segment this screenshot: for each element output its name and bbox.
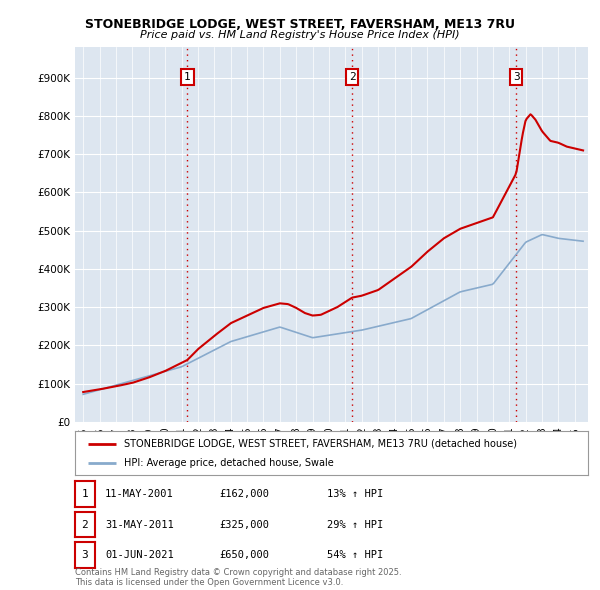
Text: 01-JUN-2021: 01-JUN-2021 (105, 550, 174, 560)
Text: 1: 1 (82, 489, 88, 499)
Text: 2: 2 (82, 520, 88, 529)
Text: 3: 3 (513, 72, 520, 82)
Text: £162,000: £162,000 (219, 489, 269, 499)
Text: 13% ↑ HPI: 13% ↑ HPI (327, 489, 383, 499)
Text: 2: 2 (349, 72, 356, 82)
Text: STONEBRIDGE LODGE, WEST STREET, FAVERSHAM, ME13 7RU: STONEBRIDGE LODGE, WEST STREET, FAVERSHA… (85, 18, 515, 31)
Text: Contains HM Land Registry data © Crown copyright and database right 2025.
This d: Contains HM Land Registry data © Crown c… (75, 568, 401, 587)
Text: HPI: Average price, detached house, Swale: HPI: Average price, detached house, Swal… (124, 458, 334, 467)
Text: 1: 1 (184, 72, 191, 82)
Text: STONEBRIDGE LODGE, WEST STREET, FAVERSHAM, ME13 7RU (detached house): STONEBRIDGE LODGE, WEST STREET, FAVERSHA… (124, 439, 517, 449)
Text: £325,000: £325,000 (219, 520, 269, 529)
Text: Price paid vs. HM Land Registry's House Price Index (HPI): Price paid vs. HM Land Registry's House … (140, 30, 460, 40)
Text: 31-MAY-2011: 31-MAY-2011 (105, 520, 174, 529)
Text: 29% ↑ HPI: 29% ↑ HPI (327, 520, 383, 529)
Text: £650,000: £650,000 (219, 550, 269, 560)
Text: 3: 3 (82, 550, 88, 560)
Text: 54% ↑ HPI: 54% ↑ HPI (327, 550, 383, 560)
Text: 11-MAY-2001: 11-MAY-2001 (105, 489, 174, 499)
